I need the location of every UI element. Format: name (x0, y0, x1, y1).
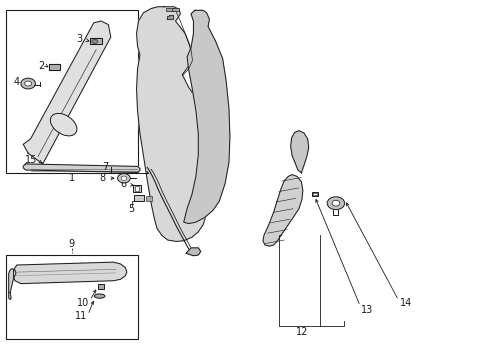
Polygon shape (9, 269, 16, 300)
Text: 14: 14 (399, 298, 411, 308)
Bar (145, 196, 151, 201)
Circle shape (21, 78, 35, 89)
Polygon shape (183, 10, 229, 224)
Polygon shape (263, 175, 302, 246)
Text: 11: 11 (74, 311, 86, 321)
Text: 9: 9 (69, 239, 75, 249)
Polygon shape (136, 7, 215, 242)
Polygon shape (49, 64, 60, 69)
Circle shape (117, 174, 130, 183)
Text: 10: 10 (77, 298, 89, 308)
Circle shape (326, 197, 344, 210)
Bar (6, 255, 137, 339)
Polygon shape (290, 131, 308, 173)
Bar (166, 8, 174, 11)
Bar (132, 185, 141, 192)
Bar (312, 193, 316, 195)
Circle shape (121, 176, 126, 180)
Bar (6, 10, 137, 173)
Text: 4: 4 (14, 77, 20, 87)
Polygon shape (23, 164, 140, 172)
Text: 8: 8 (99, 173, 105, 183)
Text: 1: 1 (69, 173, 75, 183)
Polygon shape (90, 38, 102, 44)
Polygon shape (14, 262, 126, 284)
Polygon shape (166, 15, 172, 19)
Circle shape (92, 39, 98, 44)
Circle shape (25, 81, 31, 86)
Ellipse shape (50, 113, 77, 136)
Text: 5: 5 (128, 203, 135, 213)
Text: 13: 13 (360, 305, 372, 315)
Bar (133, 195, 144, 202)
Ellipse shape (94, 294, 105, 298)
Bar (98, 284, 104, 289)
Text: 6: 6 (121, 179, 127, 189)
Text: 7: 7 (102, 162, 108, 172)
Text: 15: 15 (25, 156, 38, 165)
Polygon shape (186, 248, 201, 256)
Text: 12: 12 (295, 327, 307, 337)
Bar (172, 8, 179, 11)
Circle shape (331, 201, 339, 206)
Polygon shape (23, 21, 111, 164)
Text: 3: 3 (76, 34, 82, 44)
Text: 2: 2 (38, 61, 44, 71)
Bar (311, 192, 317, 196)
Bar (134, 186, 138, 191)
